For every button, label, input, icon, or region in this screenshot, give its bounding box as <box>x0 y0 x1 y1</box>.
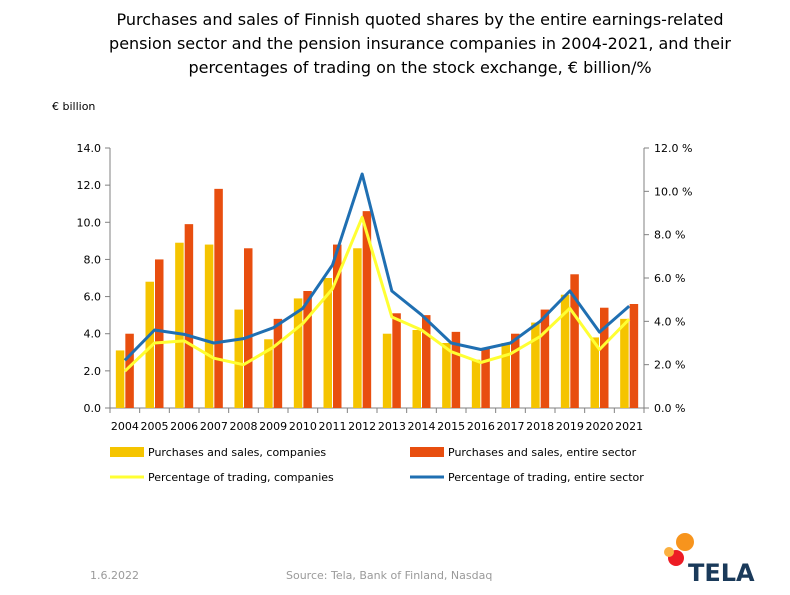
line-percentage-companies <box>123 215 631 373</box>
bar-entire-sector <box>155 259 164 408</box>
x-tick-label: 2007 <box>200 420 228 433</box>
x-tick-label: 2021 <box>615 420 643 433</box>
x-tick-label: 2012 <box>348 420 376 433</box>
right-tick-label: 2.0 % <box>654 359 685 372</box>
logo-dot-orange <box>676 533 694 551</box>
bar-companies <box>204 244 214 408</box>
bar-companies <box>382 333 392 408</box>
bar-companies <box>175 242 184 408</box>
logo-dot-yellow <box>664 547 674 557</box>
legend-item-entire-sector-line-label: Percentage of trading, entire sector <box>448 471 644 484</box>
title-line-2: pension sector and the pension insurance… <box>109 34 731 53</box>
bar-entire-sector <box>451 331 461 408</box>
x-tick-label: 2006 <box>170 420 198 433</box>
bar-companies <box>264 339 273 408</box>
bar-entire-sector <box>600 307 609 408</box>
right-tick-label: 12.0 % <box>654 142 692 155</box>
bar-companies <box>531 322 540 408</box>
bar-entire-sector <box>392 313 401 408</box>
bar-companies <box>323 278 332 408</box>
bar-entire-sector <box>184 224 194 408</box>
right-tick-label: 4.0 % <box>654 315 685 328</box>
left-tick-label: 4.0 <box>84 328 102 341</box>
line-percentage-entire-sector <box>123 172 631 362</box>
legend-item-companies-bar-label: Purchases and sales, companies <box>148 446 326 459</box>
right-tick-label: 6.0 % <box>654 272 685 285</box>
legend-item-entire-sector-bar-label: Purchases and sales, entire sector <box>448 446 637 459</box>
bar-companies <box>353 248 362 408</box>
x-tick-label: 2004 <box>111 420 139 433</box>
x-tick-label: 2008 <box>230 420 258 433</box>
left-tick-label: 0.0 <box>84 402 102 415</box>
bar-entire-sector <box>570 274 579 408</box>
bar-companies <box>501 343 510 408</box>
x-tick-label: 2014 <box>408 420 436 433</box>
x-tick-label: 2011 <box>319 420 347 433</box>
bar-entire-sector <box>629 304 639 408</box>
bar-entire-sector <box>481 348 490 408</box>
left-tick-label: 2.0 <box>84 365 102 378</box>
x-tick-label: 2019 <box>556 420 584 433</box>
legend-item-entire-sector-bar-swatch <box>410 447 444 457</box>
left-tick-label: 12.0 <box>77 179 102 192</box>
tela-logo-mark <box>664 533 694 566</box>
chart-title: Purchases and sales of Finnish quoted sh… <box>60 8 780 80</box>
x-tick-label: 2015 <box>437 420 465 433</box>
bar-companies <box>442 343 451 408</box>
bar-entire-sector <box>244 248 253 408</box>
bar-entire-sector <box>362 211 372 408</box>
bar-entire-sector <box>511 333 520 408</box>
bar-companies <box>471 359 481 408</box>
right-tick-label: 0.0 % <box>654 402 685 415</box>
logo-text: TELA <box>688 559 755 587</box>
legend-item-companies-line-label: Percentage of trading, companies <box>148 471 334 484</box>
left-axis-unit-label: € billion <box>52 100 96 113</box>
x-tick-label: 2010 <box>289 420 317 433</box>
x-tick-label: 2016 <box>467 420 495 433</box>
left-tick-label: 10.0 <box>77 216 102 229</box>
x-tick-label: 2017 <box>497 420 525 433</box>
bar-entire-sector <box>303 291 312 408</box>
bar-companies <box>145 281 154 408</box>
x-tick-label: 2009 <box>259 420 287 433</box>
bar-entire-sector <box>125 333 134 408</box>
bar-entire-sector <box>422 315 431 408</box>
title-line-1: Purchases and sales of Finnish quoted sh… <box>116 10 724 29</box>
bar-companies <box>234 309 243 408</box>
bar-companies <box>115 350 125 408</box>
bar-entire-sector <box>273 318 283 408</box>
x-tick-label: 2020 <box>586 420 614 433</box>
left-tick-label: 8.0 <box>84 253 102 266</box>
footer-date: 1.6.2022 <box>90 569 139 582</box>
right-tick-label: 8.0 % <box>654 229 685 242</box>
bar-entire-sector <box>214 188 223 408</box>
footer-source: Source: Tela, Bank of Finland, Nasdaq <box>286 569 493 582</box>
bar-entire-sector <box>333 244 342 408</box>
title-line-3: percentages of trading on the stock exch… <box>188 58 652 77</box>
left-tick-label: 14.0 <box>77 142 102 155</box>
bar-companies <box>620 318 629 408</box>
bar-companies <box>560 294 570 408</box>
left-tick-label: 6.0 <box>84 291 102 304</box>
bar-entire-sector <box>540 309 550 408</box>
bar-companies <box>590 337 599 408</box>
bar-companies <box>293 298 303 408</box>
right-tick-label: 10.0 % <box>654 185 692 198</box>
bar-companies <box>412 330 421 408</box>
legend-item-companies-bar-swatch <box>110 447 144 457</box>
x-tick-label: 2005 <box>141 420 169 433</box>
x-tick-label: 2013 <box>378 420 406 433</box>
x-tick-label: 2018 <box>526 420 554 433</box>
